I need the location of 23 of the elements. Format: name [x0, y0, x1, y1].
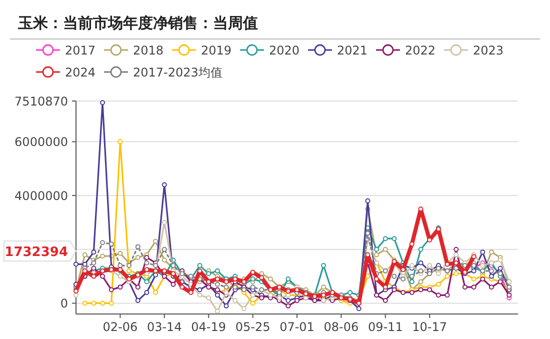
- text: 1732394: [4, 245, 68, 260]
- legend-label: 2017-2023均值: [133, 66, 222, 80]
- y-tick-label: 6000000: [14, 135, 68, 150]
- legend-label: 2021: [337, 44, 368, 58]
- x-tick-label: 08-06: [324, 320, 359, 334]
- x-tick-label: 10-17: [412, 320, 448, 334]
- legend-label: 2018: [133, 44, 164, 58]
- x-tick-label: 05-25: [235, 320, 270, 334]
- x-tick-label: 04-19: [191, 320, 226, 334]
- legend-label: 2022: [405, 44, 436, 58]
- x-tick-label: 03-14: [146, 320, 182, 334]
- x-tick-label: 02-06: [102, 320, 138, 334]
- y-tick-label: 0: [60, 296, 68, 311]
- chart-title: 玉米：当前市场年度净销售：当周值: [17, 14, 258, 32]
- legend-label: 2020: [269, 44, 300, 58]
- legend-label: 2019: [201, 44, 232, 58]
- x-tick-label: 07-01: [280, 320, 314, 334]
- legend-label: 2023: [473, 44, 504, 58]
- legend-label: 2024: [65, 66, 96, 80]
- y-tick-label: 4000000: [14, 189, 68, 204]
- y-tick-label: 7510870: [14, 94, 68, 108]
- x-tick-label: 09-11: [368, 320, 403, 334]
- legend-label: 2017: [65, 44, 96, 58]
